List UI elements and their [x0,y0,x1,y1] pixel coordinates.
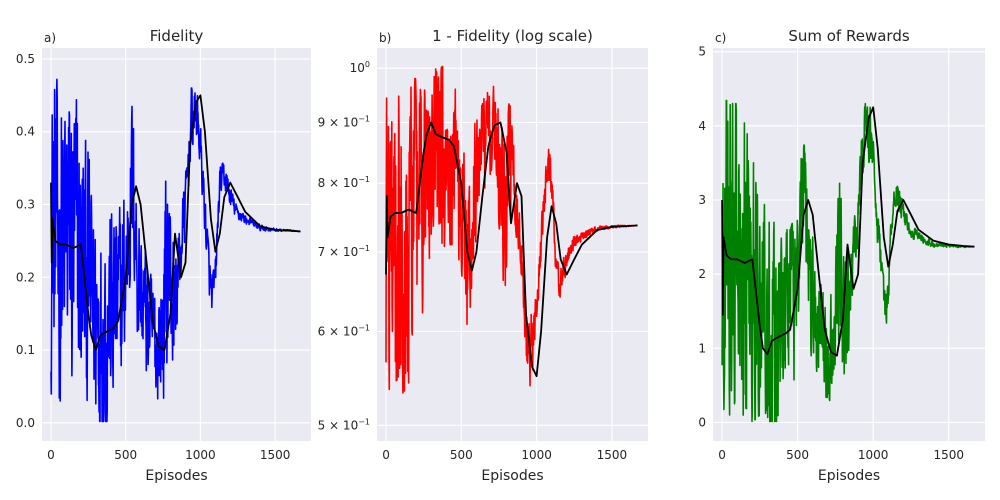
x-axis-label: Episodes [145,468,207,484]
smoothed-series-line [50,94,301,351]
y-tick-label: 2 [698,267,706,281]
y-tick-label: 8 × 10−1 [318,175,370,190]
x-axis-label: Episodes [481,468,543,484]
smoothed-series-line [721,106,975,357]
y-tick-label: 0.4 [16,125,35,139]
x-tick-label: 1000 [858,448,889,462]
chart-panel-2: 0 500 1000 1500 5 × 10−1 6 × 10−1 7 × 10−1 8 × … [318,27,648,484]
y-tick-label: 1 [698,341,706,355]
x-tick-label: 1500 [260,448,291,462]
y-tick-label: 7 × 10−1 [318,244,370,259]
y-tick-label: 0.2 [16,270,35,284]
raw-series-line [721,99,975,423]
x-tick-label: 1500 [597,448,628,462]
y-tick-label: 9 × 10−1 [318,114,370,129]
chart-title: 1 - Fidelity (log scale) [432,27,593,45]
x-tick-label: 1500 [933,448,964,462]
chart-title: Fidelity [150,27,204,45]
y-tick-label: 3 [698,193,706,207]
y-tick-label: 4 [698,119,706,133]
y-tick-label: 0.3 [16,197,35,211]
y-tick-label: 5 × 10−1 [318,417,370,432]
y-tick-label: 0 [698,415,706,429]
y-tick-label: 6 × 10−1 [318,323,370,338]
x-tick-label: 1000 [185,448,216,462]
x-axis-label: Episodes [818,468,880,484]
x-tick-label: 500 [786,448,809,462]
x-tick-label: 0 [47,448,55,462]
panel-label: b) [379,31,391,45]
x-tick-label: 0 [718,448,726,462]
x-tick-label: 500 [114,448,137,462]
y-tick-label: 0.0 [16,416,35,430]
x-tick-label: 500 [450,448,473,462]
y-tick-label: 100 [350,60,370,75]
y-tick-label: 0.5 [16,52,35,66]
chart-panel-3: 0 500 1000 1500 0 1 2 3 4 5 Sum of Rewards c) Episod… [698,27,985,484]
x-tick-label: 1000 [521,448,552,462]
chart-panel-1: 0 500 1000 1500 0.0 0.1 0.2 0.3 0.4 0.5 Fidelity a)… [16,27,311,484]
panel-label: c) [715,31,726,45]
y-tick-label: 5 [698,45,706,59]
smoothed-series-line [385,121,638,378]
panel-label: a) [44,31,56,45]
chart-title: Sum of Rewards [788,27,909,45]
x-tick-label: 0 [382,448,390,462]
y-tick-label: 0.1 [16,343,35,357]
